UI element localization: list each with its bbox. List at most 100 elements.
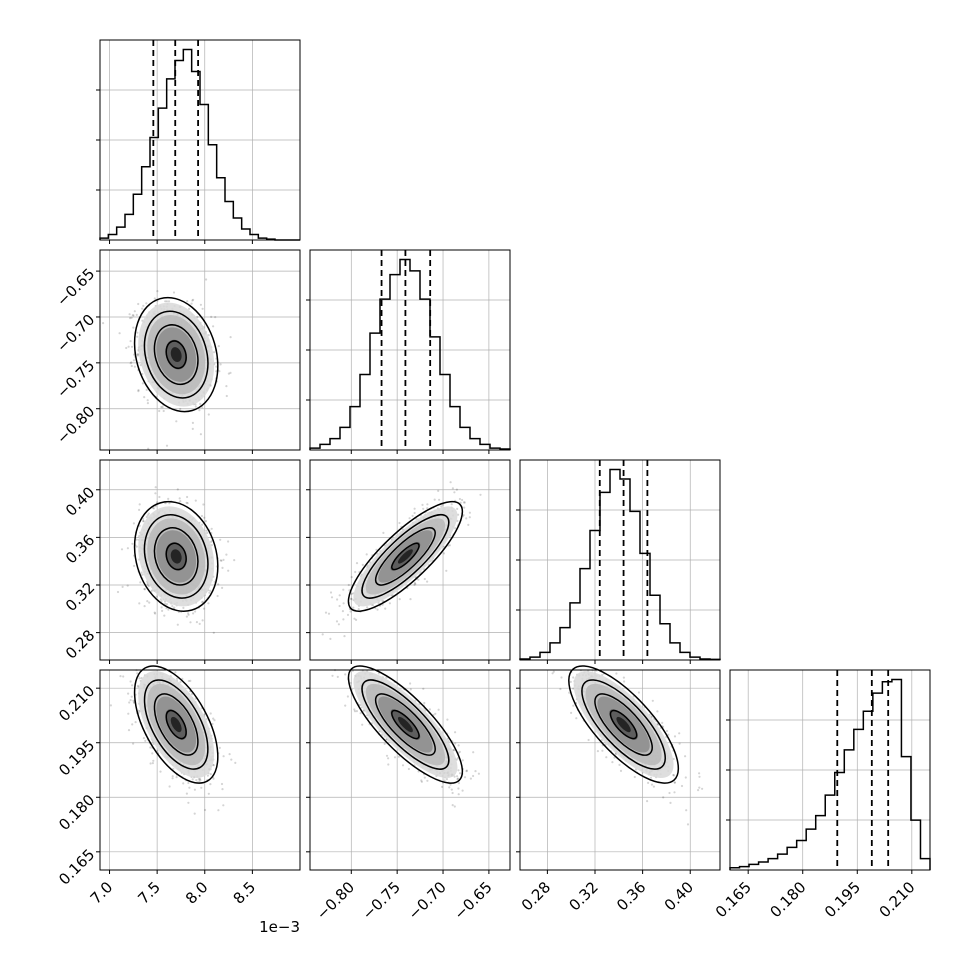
- scatter-point: [182, 782, 185, 785]
- scatter-point: [187, 613, 190, 616]
- scatter-point: [174, 671, 177, 674]
- scatter-point: [361, 723, 364, 726]
- scatter-point: [217, 583, 220, 586]
- scatter-point: [377, 672, 380, 675]
- panel-frame: [99, 249, 301, 451]
- scatter-point: [233, 559, 236, 562]
- scatter-point: [350, 598, 353, 601]
- x-tick-label: 8.0: [182, 878, 212, 908]
- scatter-point: [229, 336, 232, 339]
- scatter-point: [179, 500, 182, 503]
- scatter-point: [216, 594, 219, 598]
- scatter-point: [422, 507, 425, 510]
- scatter-point: [147, 447, 150, 450]
- scatter-point: [153, 297, 156, 300]
- scatter-point: [346, 613, 350, 617]
- scatter-point: [221, 586, 224, 590]
- scatter-point: [450, 788, 453, 791]
- panel-2-1: [306, 459, 511, 664]
- histogram-2: [519, 468, 721, 661]
- scatter-point: [220, 559, 223, 562]
- scatter-point: [438, 498, 441, 501]
- scatter-point: [176, 623, 179, 626]
- contour-1: [153, 324, 199, 386]
- scatter-point: [146, 399, 149, 402]
- density-level-4: [170, 347, 182, 363]
- scatter-point: [342, 588, 345, 591]
- scatter-point: [220, 782, 224, 786]
- scatter-point: [132, 522, 135, 525]
- scatter-point: [463, 501, 466, 504]
- scatter-point: [143, 588, 146, 591]
- density-level-4: [170, 716, 182, 733]
- scatter-point: [219, 363, 222, 366]
- scatter-point: [195, 779, 198, 782]
- scatter-point: [207, 792, 210, 795]
- y-tick-label: 0.28: [62, 626, 98, 662]
- scatter-point: [450, 503, 453, 506]
- scatter-point: [346, 695, 349, 698]
- scatter-point: [344, 704, 347, 707]
- panel-2-0: 0.280.320.360.40: [62, 459, 301, 664]
- scatter-point: [437, 708, 440, 711]
- scatter-point: [205, 278, 208, 281]
- scatter-point: [130, 361, 133, 364]
- scatter-point: [382, 531, 385, 535]
- scatter-point: [409, 688, 412, 691]
- scatter-point: [167, 497, 170, 500]
- scatter-point: [215, 370, 218, 373]
- scatter-point: [227, 540, 230, 543]
- scatter-point: [329, 591, 333, 594]
- scatter-point: [423, 701, 426, 705]
- scatter-point: [457, 513, 460, 516]
- scatter-point: [146, 402, 149, 405]
- scatter-point: [143, 587, 146, 591]
- scatter-point: [198, 777, 202, 781]
- scatter-point: [398, 521, 401, 525]
- scatter-point: [458, 497, 461, 501]
- scatter-point: [208, 591, 211, 594]
- scatter-point: [131, 542, 134, 545]
- scatter-point: [130, 364, 133, 368]
- scatter-point: [164, 300, 167, 303]
- scatter-point: [201, 523, 204, 526]
- scatter-point: [178, 497, 181, 500]
- scatter-point: [212, 351, 216, 354]
- y-tick-label: 0.180: [55, 791, 98, 834]
- scatter-point: [131, 723, 134, 726]
- contour-2: [361, 514, 450, 599]
- scatter-point: [198, 409, 201, 412]
- scatter-point: [130, 316, 133, 319]
- scatter-point: [194, 610, 197, 613]
- scatter-point: [185, 615, 188, 618]
- scatter-point: [141, 307, 144, 310]
- scatter-point: [129, 699, 132, 702]
- scatter-point: [173, 606, 176, 609]
- scatter-point: [330, 596, 334, 599]
- scatter-point: [467, 523, 470, 527]
- scatter-point: [158, 409, 161, 413]
- x-tick-label: 7.5: [134, 878, 164, 908]
- scatter-point: [141, 573, 144, 576]
- scatter-point: [200, 601, 204, 604]
- scatter-point: [172, 767, 175, 770]
- scatter-point: [352, 606, 355, 609]
- scatter-point: [171, 775, 174, 778]
- scatter-point: [133, 365, 136, 368]
- scatter-point: [451, 487, 454, 490]
- panel-frame: [309, 249, 511, 451]
- scatter-point: [118, 332, 121, 335]
- scatter-point: [210, 315, 213, 318]
- scatter-point: [206, 774, 209, 777]
- scatter-point: [168, 502, 171, 505]
- scatter-point: [138, 524, 141, 527]
- scatter-point: [212, 764, 215, 767]
- scatter-point: [462, 514, 465, 517]
- scatter-point: [221, 566, 224, 570]
- panel-frame: [99, 459, 301, 661]
- scatter-point: [135, 545, 138, 548]
- scatter-point: [190, 302, 193, 305]
- scatter-point: [479, 493, 482, 496]
- y-tick-label: −0.80: [53, 402, 98, 447]
- scatter-point: [465, 517, 468, 520]
